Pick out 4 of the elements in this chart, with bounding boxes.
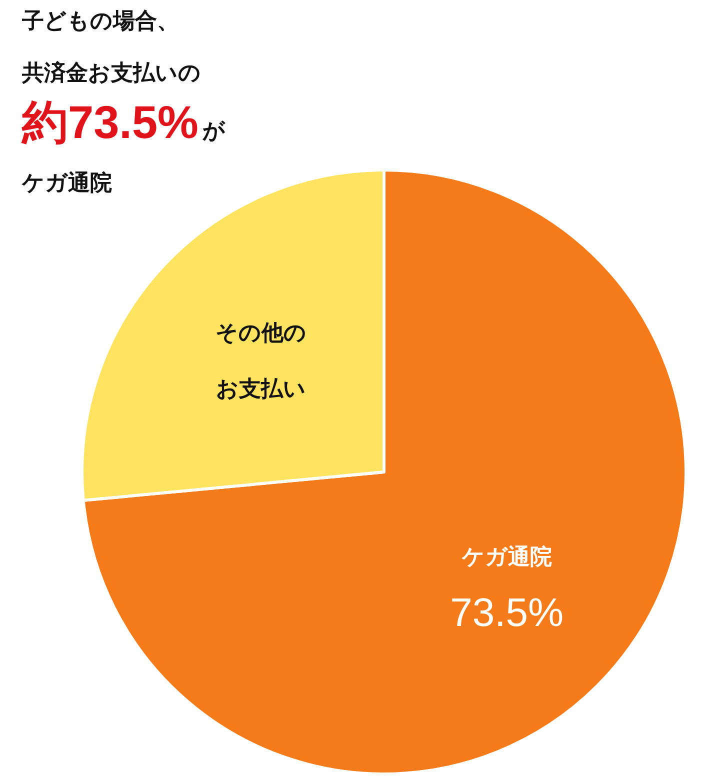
data-label: 73.5% bbox=[450, 590, 564, 635]
slice-label: ケガ通院 bbox=[460, 544, 552, 569]
category-label: その他のお支払い bbox=[216, 320, 307, 402]
chart-title: 子どもの場合、共済金お支払いの約73.5%がケガ通院 bbox=[22, 8, 226, 195]
